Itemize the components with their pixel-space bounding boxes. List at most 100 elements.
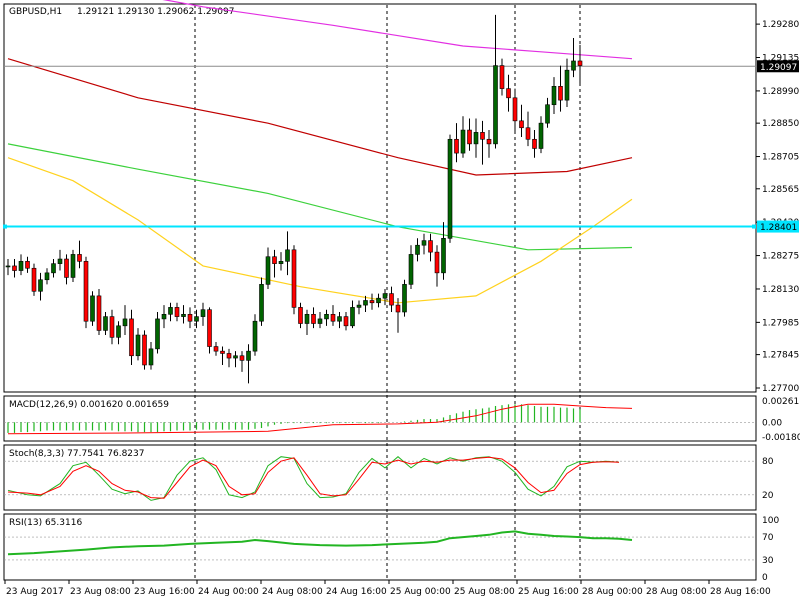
time-tick-label: 24 Aug 08:00 xyxy=(262,587,323,597)
level-line-group[interactable] xyxy=(3,65,756,229)
price-panel-frame xyxy=(3,3,757,393)
candle xyxy=(330,305,336,326)
moving-average-line xyxy=(7,157,633,304)
candle xyxy=(493,14,498,149)
candle xyxy=(480,120,485,165)
candle xyxy=(207,307,212,354)
candle xyxy=(311,307,316,329)
candle-body xyxy=(493,65,498,145)
candle xyxy=(551,77,557,114)
candle-body xyxy=(200,309,206,317)
candle xyxy=(220,346,225,365)
level-line-handle[interactable] xyxy=(3,224,7,229)
candle xyxy=(356,300,362,315)
candle xyxy=(499,58,505,96)
moving-averages xyxy=(7,0,633,304)
candle xyxy=(259,277,264,326)
time-tick-label: 23 Aug 16:00 xyxy=(134,587,195,597)
candle-body xyxy=(395,304,401,313)
candle xyxy=(38,272,43,301)
candle xyxy=(564,58,570,108)
candle xyxy=(116,321,121,345)
stoch-tick-label: 20 xyxy=(762,491,774,501)
candle xyxy=(142,330,147,370)
candle xyxy=(525,111,531,147)
candle-body xyxy=(538,122,544,149)
candle xyxy=(161,305,167,329)
candle-body xyxy=(551,86,557,106)
candle-body xyxy=(265,256,271,285)
candle-body xyxy=(447,138,453,239)
current-price-tag xyxy=(757,60,799,73)
candle-body xyxy=(25,261,30,269)
candle-body xyxy=(239,355,245,361)
candle-body xyxy=(311,314,316,324)
price-tick-label: 1.27700 xyxy=(762,384,799,394)
candle-body xyxy=(402,284,407,313)
candle-body xyxy=(577,60,583,66)
time-tick-label: 25 Aug 00:00 xyxy=(390,587,451,597)
candle-body xyxy=(213,346,219,352)
candle-body xyxy=(116,325,121,338)
candle-body xyxy=(194,316,199,322)
candle-body xyxy=(512,97,518,122)
candle xyxy=(395,298,401,333)
time-tick-label: 23 Aug 2017 xyxy=(6,587,64,597)
candle xyxy=(519,104,524,137)
candle-body xyxy=(135,334,141,357)
candles xyxy=(5,14,583,384)
candle xyxy=(25,256,30,273)
candle-body xyxy=(168,307,173,315)
candle xyxy=(226,348,232,368)
candle-body xyxy=(337,316,342,322)
candle-body xyxy=(259,284,264,322)
candle xyxy=(77,240,82,269)
candle xyxy=(298,302,303,329)
candle-body xyxy=(532,138,537,149)
candle-body xyxy=(291,249,297,308)
candle xyxy=(369,293,375,310)
candle-body xyxy=(460,129,466,154)
price-tick-label: 1.28990 xyxy=(762,87,799,97)
candle-body xyxy=(454,138,459,154)
candle-body xyxy=(161,314,167,320)
candle xyxy=(558,65,563,112)
candle xyxy=(135,328,141,361)
candle-body xyxy=(44,272,50,281)
level-price-label: 1.28401 xyxy=(760,223,797,233)
candle-body xyxy=(18,261,24,271)
candle-body xyxy=(155,318,160,350)
chart-title: GBPUSD,H1 xyxy=(9,7,62,17)
candle-body xyxy=(148,348,154,366)
candle-body xyxy=(38,279,43,292)
candle-body xyxy=(330,314,336,322)
rsi-tick-label: 70 xyxy=(762,533,774,543)
price-tick-label: 1.29280 xyxy=(762,20,799,30)
candle xyxy=(64,254,69,285)
candle-body xyxy=(83,261,89,322)
candle-body xyxy=(382,293,388,299)
price-tick-label: 1.29135 xyxy=(762,54,799,64)
stoch-plot: 80 20 xyxy=(4,456,774,501)
candle-body xyxy=(525,127,531,140)
candle-body xyxy=(571,60,576,71)
candle xyxy=(96,288,102,336)
price-labels: 1.29097 1.28401 xyxy=(757,60,799,233)
candle-body xyxy=(304,314,310,324)
macd-title: MACD(12,26,9) 0.001620 0.001659 xyxy=(9,400,169,410)
candle-body xyxy=(12,265,17,271)
candle xyxy=(252,314,258,356)
candle xyxy=(441,222,446,280)
candle xyxy=(200,302,206,326)
candle-body xyxy=(519,120,524,129)
price-tick-label: 1.28130 xyxy=(762,285,799,295)
candle-body xyxy=(272,256,277,264)
macd-signal-line xyxy=(7,403,633,435)
candle-body xyxy=(278,261,284,264)
level-line-handle[interactable] xyxy=(752,224,756,229)
time-tick-label: 24 Aug 16:00 xyxy=(326,587,387,597)
candle-body xyxy=(564,69,570,101)
candle xyxy=(239,351,245,372)
rsi-line xyxy=(7,530,633,556)
